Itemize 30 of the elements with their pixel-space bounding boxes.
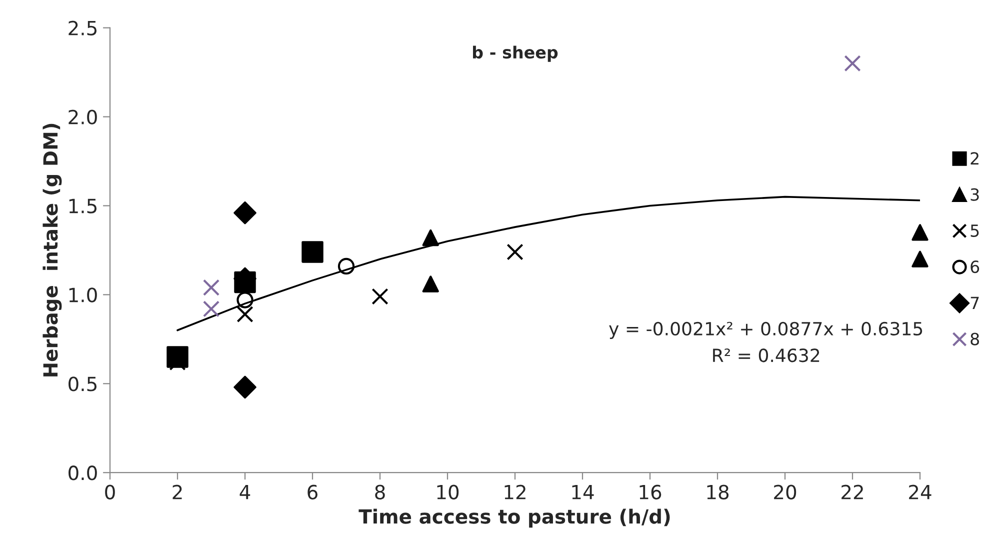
- x-tick-label: 6: [308, 484, 318, 500]
- legend-label: 8: [970, 332, 979, 346]
- legend-label: 7: [970, 296, 979, 309]
- x-tick-label: 0: [105, 484, 115, 500]
- x-tick-label: 24: [909, 484, 932, 500]
- y-tick-label: 2.5: [68, 20, 96, 36]
- y-tick-label: 1.5: [69, 198, 96, 214]
- x-tick-label: 14: [572, 485, 594, 500]
- x-axis-title: Time access to pasture (h/d): [358, 508, 670, 528]
- y-tick-label: 0.0: [68, 466, 97, 480]
- legend-label: 5: [970, 224, 979, 237]
- y-tick-label: 1.0: [69, 288, 97, 302]
- legend-label: 6: [970, 260, 980, 274]
- x-tick-label: 8: [375, 484, 385, 500]
- y-tick-label: 2.0: [68, 110, 97, 124]
- x-tick-label: 16: [640, 484, 662, 500]
- y-tick-label: 0.5: [68, 376, 96, 392]
- annotation: R² = 0.4632: [713, 348, 820, 362]
- x-tick-label: 10: [437, 484, 459, 500]
- x-tick-label: 2: [172, 484, 182, 500]
- annotation: y = -0.0021x² + 0.0877x + 0.6315: [609, 322, 922, 339]
- x-tick-label: 12: [504, 484, 526, 500]
- x-tick-label: 4: [240, 485, 250, 500]
- text: b - sheep: [473, 46, 558, 62]
- y-axis-title: Herbage intake (g DM): [42, 124, 62, 376]
- legend-label: 3: [970, 188, 979, 201]
- x-tick-label: 22: [842, 484, 863, 500]
- x-tick-label: 18: [707, 484, 729, 500]
- x-tick-label: 20: [774, 484, 796, 500]
- legend-label: 2: [970, 152, 978, 164]
